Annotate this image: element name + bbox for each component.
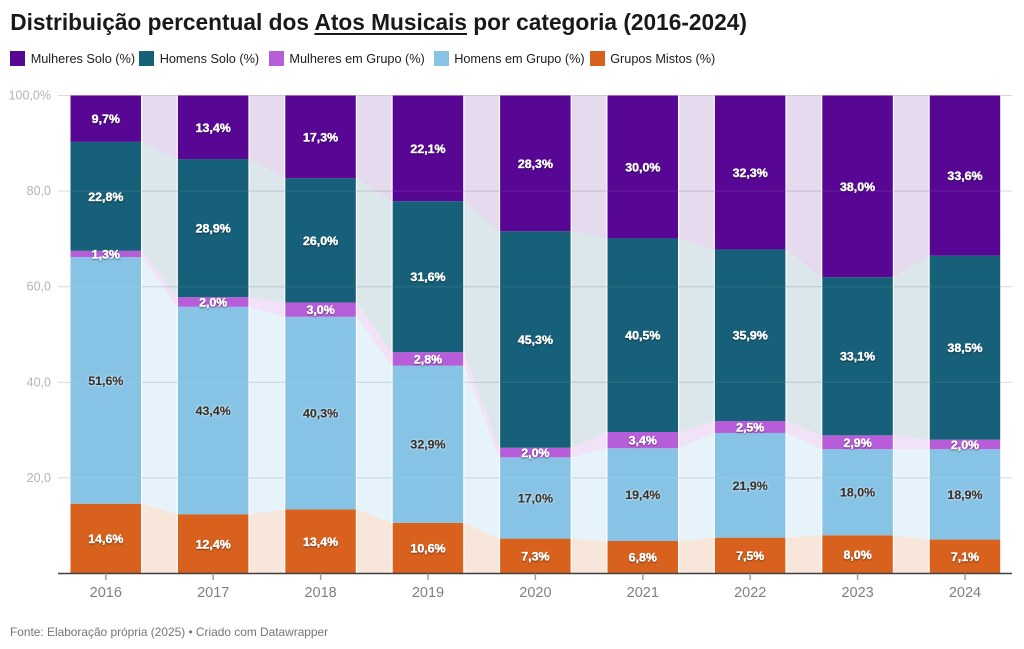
svg-text:2018: 2018 bbox=[304, 585, 336, 601]
svg-text:2,0%: 2,0% bbox=[199, 295, 227, 309]
svg-text:31,6%: 31,6% bbox=[410, 270, 445, 284]
svg-text:33,6%: 33,6% bbox=[947, 169, 982, 183]
svg-text:51,6%: 51,6% bbox=[88, 374, 123, 388]
svg-text:2,5%: 2,5% bbox=[736, 420, 764, 434]
svg-text:6,8%: 6,8% bbox=[629, 551, 657, 565]
svg-text:2021: 2021 bbox=[627, 585, 659, 601]
svg-text:30,0%: 30,0% bbox=[625, 160, 660, 174]
svg-text:100,0%: 100,0% bbox=[9, 89, 51, 103]
svg-text:13,4%: 13,4% bbox=[196, 121, 231, 135]
svg-text:2017: 2017 bbox=[197, 585, 229, 601]
svg-text:18,0%: 18,0% bbox=[840, 486, 875, 500]
svg-text:8,0%: 8,0% bbox=[843, 548, 871, 562]
svg-text:2016: 2016 bbox=[90, 585, 122, 601]
svg-text:19,4%: 19,4% bbox=[625, 488, 660, 502]
svg-text:13,4%: 13,4% bbox=[303, 535, 338, 549]
svg-text:17,3%: 17,3% bbox=[303, 130, 338, 144]
svg-text:32,9%: 32,9% bbox=[410, 438, 445, 452]
svg-text:7,1%: 7,1% bbox=[951, 550, 979, 564]
svg-text:35,9%: 35,9% bbox=[733, 329, 768, 343]
svg-text:45,3%: 45,3% bbox=[518, 333, 553, 347]
svg-text:2023: 2023 bbox=[841, 585, 873, 601]
svg-text:2,9%: 2,9% bbox=[843, 436, 871, 450]
svg-text:32,3%: 32,3% bbox=[733, 166, 768, 180]
svg-text:22,8%: 22,8% bbox=[88, 190, 123, 204]
svg-text:17,0%: 17,0% bbox=[518, 491, 553, 505]
svg-text:2024: 2024 bbox=[949, 585, 981, 601]
svg-text:2,0%: 2,0% bbox=[951, 438, 979, 452]
svg-text:22,1%: 22,1% bbox=[410, 142, 445, 156]
svg-text:9,7%: 9,7% bbox=[92, 112, 120, 126]
svg-text:21,9%: 21,9% bbox=[733, 479, 768, 493]
svg-text:7,3%: 7,3% bbox=[521, 550, 549, 564]
svg-text:80,0: 80,0 bbox=[27, 184, 51, 198]
svg-text:38,0%: 38,0% bbox=[840, 180, 875, 194]
svg-text:10,6%: 10,6% bbox=[410, 542, 445, 556]
svg-text:18,9%: 18,9% bbox=[947, 488, 982, 502]
svg-text:40,5%: 40,5% bbox=[625, 329, 660, 343]
svg-text:12,4%: 12,4% bbox=[196, 537, 231, 551]
svg-text:1,3%: 1,3% bbox=[92, 247, 120, 261]
svg-text:2,8%: 2,8% bbox=[414, 352, 442, 366]
svg-text:2,0%: 2,0% bbox=[521, 446, 549, 460]
svg-text:43,4%: 43,4% bbox=[196, 404, 231, 418]
svg-text:26,0%: 26,0% bbox=[303, 234, 338, 248]
svg-text:3,0%: 3,0% bbox=[306, 303, 334, 317]
svg-text:28,9%: 28,9% bbox=[196, 222, 231, 236]
svg-text:33,1%: 33,1% bbox=[840, 350, 875, 364]
svg-text:2019: 2019 bbox=[412, 585, 444, 601]
svg-text:7,5%: 7,5% bbox=[736, 549, 764, 563]
svg-text:2022: 2022 bbox=[734, 585, 766, 601]
svg-text:3,4%: 3,4% bbox=[629, 434, 657, 448]
svg-text:14,6%: 14,6% bbox=[88, 532, 123, 546]
svg-text:2020: 2020 bbox=[519, 585, 551, 601]
svg-text:40,0: 40,0 bbox=[27, 375, 51, 389]
svg-text:38,5%: 38,5% bbox=[947, 341, 982, 355]
svg-text:28,3%: 28,3% bbox=[518, 157, 553, 171]
svg-text:40,3%: 40,3% bbox=[303, 407, 338, 421]
svg-text:20,0: 20,0 bbox=[27, 471, 51, 485]
svg-text:60,0: 60,0 bbox=[27, 280, 51, 294]
